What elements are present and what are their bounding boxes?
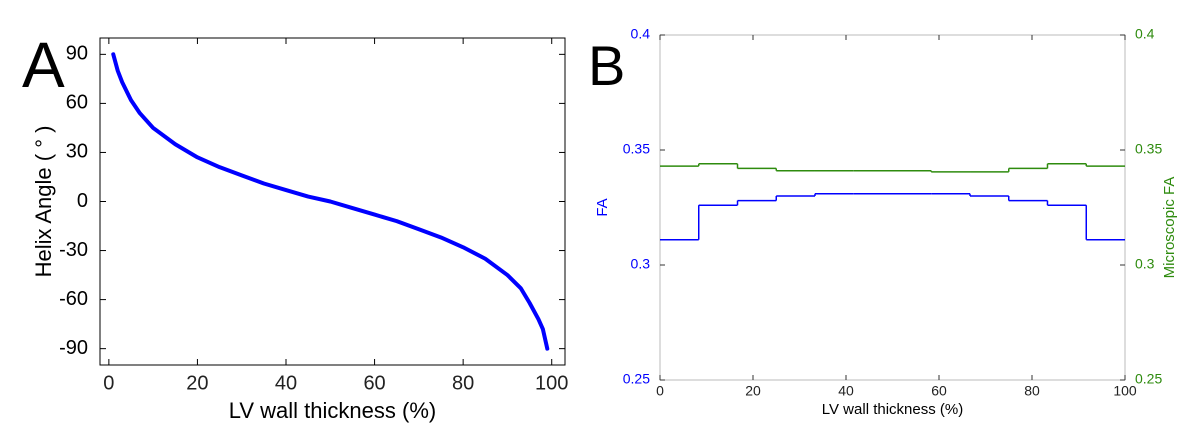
y2-tick-label: 0.4 xyxy=(1135,26,1155,42)
data-line xyxy=(111,52,550,351)
y-tick-label: 90 xyxy=(66,43,88,65)
panel-label: A xyxy=(22,29,65,101)
x-tick-label: 20 xyxy=(186,372,208,394)
y-tick-label: 0.25 xyxy=(623,371,650,387)
x-axis-label: LV wall thickness (%) xyxy=(229,398,436,423)
x-tick-label: 40 xyxy=(275,372,297,394)
x-tick-label: 100 xyxy=(1113,383,1137,399)
y-tick-label: 0.3 xyxy=(631,256,651,272)
x-tick-label: 0 xyxy=(656,383,664,399)
y-axis-label: Helix Angle ( ° ) xyxy=(31,126,56,278)
y2-tick-label: 0.25 xyxy=(1135,371,1162,387)
y2-tick-label: 0.35 xyxy=(1135,141,1162,157)
x-tick-label: 100 xyxy=(535,372,568,394)
y-tick-label: -30 xyxy=(59,239,88,261)
x-tick-label: 80 xyxy=(1024,383,1040,399)
x-tick-label: 60 xyxy=(363,372,385,394)
y-tick-label: 0 xyxy=(77,190,88,212)
plot-frame xyxy=(659,34,1126,381)
y-tick-label: 0.4 xyxy=(631,26,651,42)
x-tick-label: 60 xyxy=(931,383,947,399)
y-tick-label: 30 xyxy=(66,141,88,163)
x-tick-label: 80 xyxy=(452,372,474,394)
y-tick-label: 0.35 xyxy=(623,141,650,157)
x-tick-label: 40 xyxy=(838,383,854,399)
y-axis-label: FA xyxy=(594,198,611,216)
x-tick-label: 20 xyxy=(745,383,761,399)
y2-axis-label: Microscopic FA xyxy=(1161,177,1178,279)
y-tick-label: 60 xyxy=(66,92,88,114)
panel-label: B xyxy=(588,34,625,97)
y-tick-label: -90 xyxy=(59,337,88,359)
y-tick-label: -60 xyxy=(59,288,88,310)
y2-tick-label: 0.3 xyxy=(1135,256,1155,272)
x-axis-label: LV wall thickness (%) xyxy=(822,401,963,418)
x-tick-label: 0 xyxy=(103,372,114,394)
